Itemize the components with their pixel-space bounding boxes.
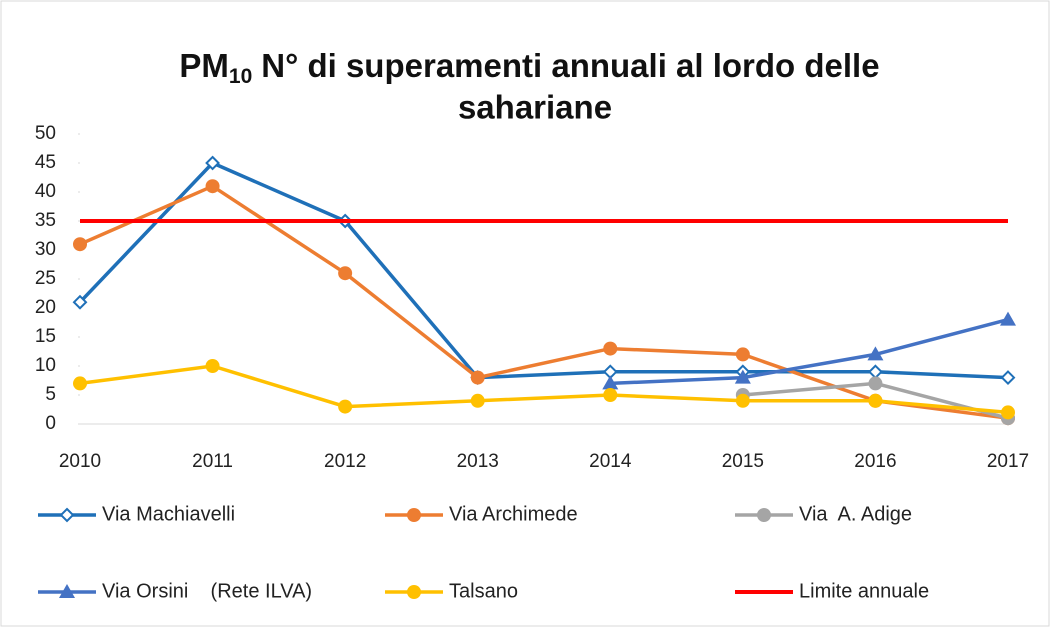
- data-point: [603, 388, 618, 402]
- x-tick-label: 2016: [854, 451, 896, 472]
- series-line: [79, 364, 1009, 415]
- legend-label: Via Machiavelli: [102, 503, 235, 525]
- legend-marker: [757, 508, 771, 522]
- data-point: [205, 359, 220, 373]
- y-tick-label: 20: [35, 297, 56, 318]
- x-tick-label: 2014: [589, 451, 632, 472]
- data-point: [734, 369, 751, 384]
- x-tick-label: 2013: [457, 451, 499, 472]
- y-tick-label: 40: [35, 181, 56, 202]
- data-point: [603, 341, 618, 356]
- x-tick-label: 2010: [59, 451, 101, 472]
- legend-label: Talsano: [449, 580, 518, 602]
- y-tick-label: 50: [35, 123, 56, 144]
- y-tick-label: 0: [45, 413, 56, 434]
- title-main: PM: [179, 47, 229, 84]
- y-tick-label: 5: [45, 384, 56, 405]
- chart-title: PM10 N° di superamenti annuali al lordo d…: [179, 47, 879, 88]
- data-point: [867, 346, 884, 361]
- data-point: [72, 294, 88, 310]
- series-line: [78, 160, 1009, 380]
- y-tick-label: 10: [35, 355, 56, 376]
- y-tick-label: 45: [35, 152, 56, 173]
- data-point: [868, 393, 883, 408]
- x-tick-label: 2017: [987, 451, 1029, 472]
- data-point: [470, 393, 485, 408]
- y-tick-label: 25: [35, 268, 56, 289]
- legend-label: Via A. Adige: [799, 503, 912, 525]
- data-point: [735, 347, 750, 362]
- y-tick-label: 35: [35, 210, 56, 231]
- data-point: [73, 237, 87, 252]
- title-line: N° di superamenti annuali al lordo delle: [261, 47, 879, 84]
- data-point: [1000, 311, 1016, 326]
- legend-marker: [407, 508, 421, 522]
- legend-marker: [59, 507, 75, 523]
- series-line: [610, 317, 1009, 386]
- legend-marker: [407, 585, 421, 599]
- data-point: [338, 399, 353, 414]
- data-point: [1000, 370, 1016, 386]
- data-point: [73, 376, 87, 391]
- legend-label: Via Orsini (Rete ILVA): [102, 580, 312, 602]
- data-point: [205, 179, 220, 194]
- data-point: [1001, 405, 1015, 420]
- x-tick-label: 2012: [324, 451, 366, 472]
- x-tick-label: 2015: [722, 451, 764, 472]
- series-line: [79, 184, 1009, 420]
- chart-title: sahariane: [458, 89, 612, 126]
- y-tick-label: 15: [35, 326, 56, 347]
- data-point: [470, 370, 485, 385]
- data-point: [868, 376, 883, 391]
- data-point: [205, 155, 220, 171]
- title-subscript: 10: [229, 65, 252, 88]
- legend-marker: [59, 584, 75, 598]
- data-point: [338, 266, 353, 281]
- data-point: [735, 393, 750, 408]
- legend-label: Limite annuale: [799, 580, 929, 602]
- y-tick-label: 30: [35, 239, 56, 260]
- legend-label: Via Archimede: [449, 503, 578, 525]
- data-point: [602, 375, 619, 390]
- x-tick-label: 2011: [192, 451, 233, 472]
